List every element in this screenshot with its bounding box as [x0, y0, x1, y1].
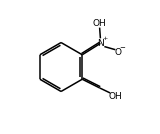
Text: OH: OH	[109, 92, 123, 101]
Text: N: N	[97, 39, 104, 48]
Text: OH: OH	[93, 19, 107, 28]
Text: +: +	[102, 36, 108, 42]
Text: −: −	[120, 45, 125, 51]
Text: O: O	[114, 48, 121, 57]
